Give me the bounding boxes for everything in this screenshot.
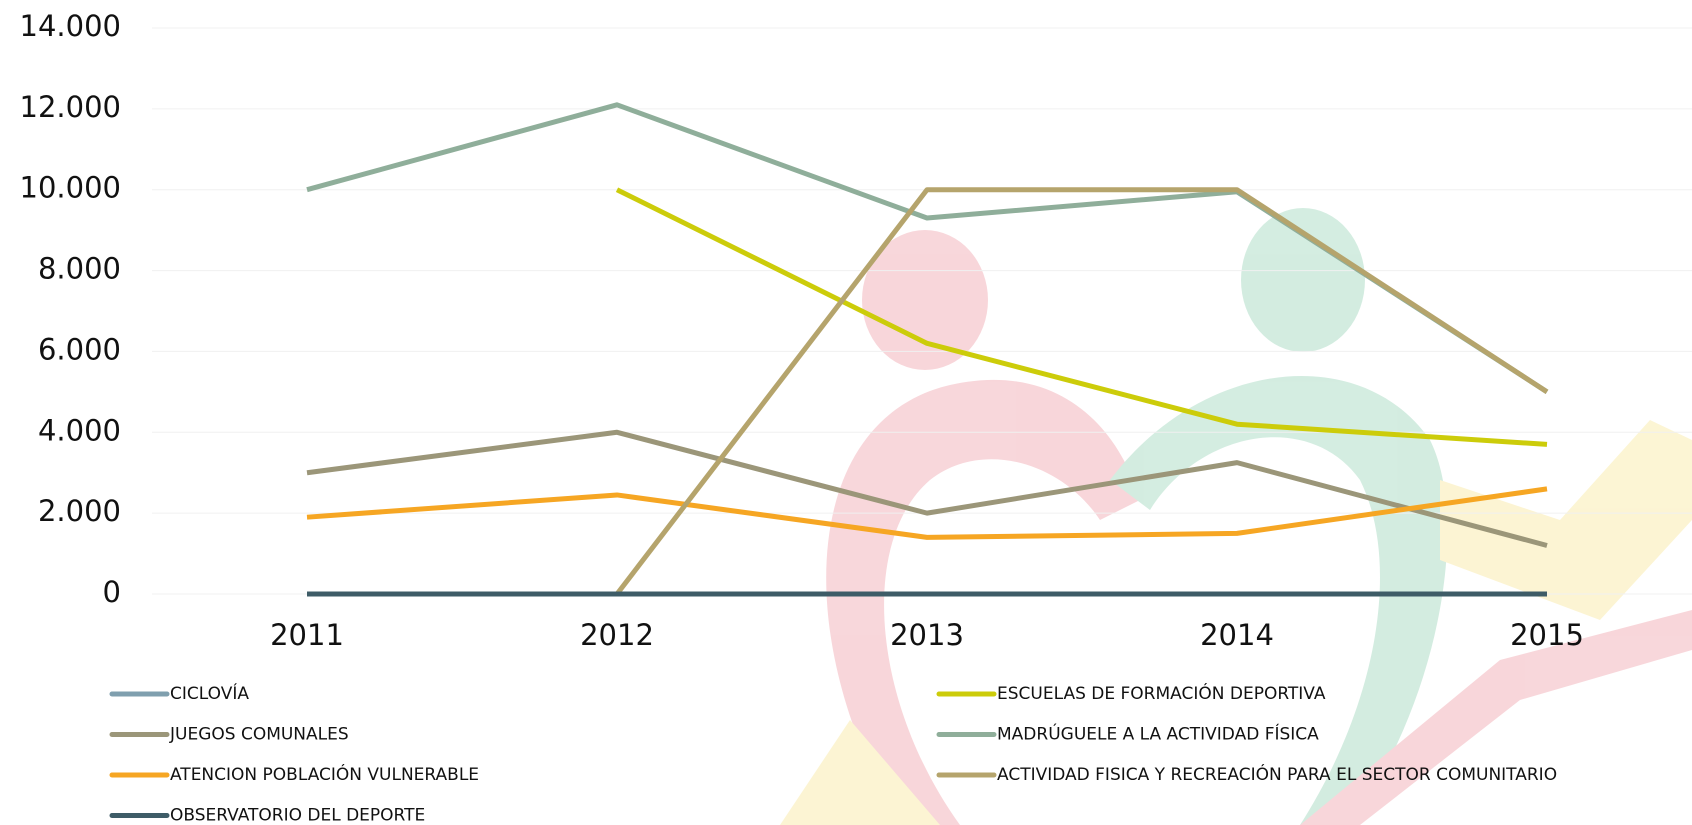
- legend-label: MADRÚGUELE A LA ACTIVIDAD FÍSICA: [997, 723, 1319, 745]
- legend-label: ACTIVIDAD FISICA Y RECREACIÓN PARA EL SE…: [997, 763, 1557, 785]
- chart: 0 2.000 4.000 6.000 8.000 10.000 12.000 14.000 2…: [0, 0, 1692, 825]
- y-tick-label: 14.000: [20, 9, 121, 43]
- legend-label: JUEGOS COMUNALES: [169, 725, 349, 745]
- legend-label: ESCUELAS DE FORMACIÓN DEPORTIVA: [997, 682, 1326, 704]
- y-tick-label: 2.000: [38, 494, 121, 528]
- x-tick-label: 2015: [1510, 618, 1584, 652]
- x-tick-label: 2011: [270, 618, 344, 652]
- x-tick-label: 2013: [890, 618, 964, 652]
- series-line: [617, 190, 1547, 445]
- x-tick-label: 2014: [1200, 618, 1274, 652]
- y-tick-label: 10.000: [20, 171, 121, 205]
- y-tick-label: 8.000: [38, 252, 121, 286]
- y-tick-label: 0: [103, 575, 121, 609]
- legend-label: OBSERVATORIO DEL DEPORTE: [170, 806, 425, 825]
- x-tick-label: 2012: [580, 618, 654, 652]
- legend-label: ATENCION POBLACIÓN VULNERABLE: [170, 763, 479, 785]
- y-tick-label: 4.000: [38, 413, 121, 447]
- y-tick-label: 12.000: [20, 90, 121, 124]
- legend-label: CICLOVÍA: [170, 682, 249, 704]
- y-tick-label: 6.000: [38, 332, 121, 366]
